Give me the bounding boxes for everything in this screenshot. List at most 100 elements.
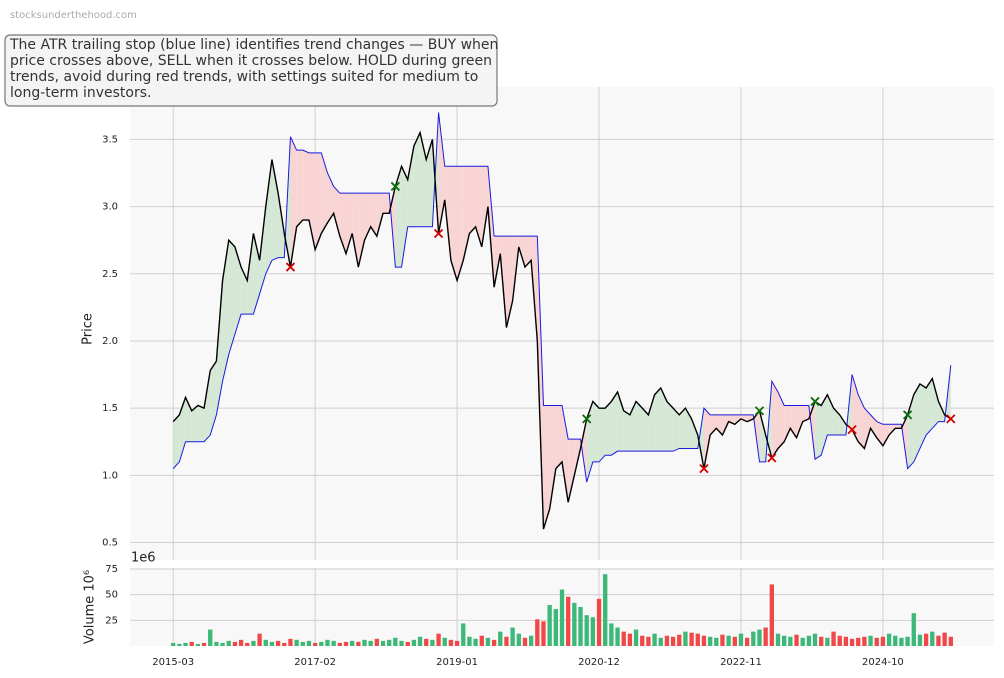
trend-fill (913, 383, 920, 462)
trend-fill (734, 414, 741, 425)
signal-marker (754, 406, 765, 416)
y-tick-label: 75 (105, 564, 118, 575)
trend-fill (592, 401, 600, 462)
volume-bar (238, 639, 244, 646)
volume-bar (473, 638, 478, 646)
volume-bar (627, 633, 633, 646)
volume-bar (658, 637, 663, 646)
trend-fill (919, 383, 927, 449)
trend-fill (234, 246, 242, 335)
trend-fill (654, 388, 661, 452)
volume-bar (553, 609, 558, 646)
trend-fill (747, 414, 754, 422)
trend-fill (722, 414, 729, 436)
volume-bar (195, 643, 201, 646)
volume-bar (362, 639, 367, 646)
volume-bar (183, 642, 188, 646)
y-axis-label: Volume 10⁶ (83, 570, 98, 644)
trend-fill (895, 424, 902, 429)
trend-fill (327, 173, 334, 223)
volume-bar (812, 633, 818, 646)
volume-bar (615, 627, 620, 646)
volume-bar (171, 642, 176, 646)
volume-bar (368, 640, 373, 646)
volume-bar (874, 637, 879, 646)
trend-fill (691, 418, 698, 449)
y-tick-label: 25 (105, 615, 118, 626)
volume-bar (424, 638, 429, 646)
trend-fill (401, 166, 408, 268)
volume-bar (436, 633, 441, 646)
trend-fill (228, 240, 235, 355)
trend-fill (833, 408, 840, 436)
trend-fill (352, 193, 359, 268)
trend-fill (278, 193, 285, 258)
trend-fill (241, 267, 248, 315)
signal-marker (433, 228, 444, 239)
annotation-line: long-term investors. (10, 85, 151, 101)
x-tick-label: 2015-03 (152, 657, 194, 668)
volume-bar (825, 637, 830, 646)
annotation-line: The ATR trailing stop (blue line) identi… (9, 37, 498, 53)
volume-bar (343, 641, 349, 646)
y-tick-label: 2.5 (102, 269, 118, 280)
volume-bar (374, 638, 380, 646)
trend-fill (642, 408, 649, 452)
volume-bar (485, 637, 491, 646)
trend-fill (784, 405, 791, 442)
volume-bar (325, 639, 330, 646)
trend-fill (568, 439, 575, 503)
trend-fill (771, 381, 778, 458)
volume-bar (732, 636, 737, 646)
trend-fill (796, 405, 803, 438)
volume-bar (448, 639, 454, 646)
trend-fill (253, 233, 260, 315)
price-panel (130, 87, 994, 560)
volume-bar (232, 641, 238, 646)
trend-fill (716, 414, 723, 436)
volume-bar (744, 637, 750, 646)
volume-bar (707, 636, 713, 646)
y-tick-label: 1.5 (102, 403, 118, 414)
trend-fill (216, 280, 223, 415)
volume-bar (720, 634, 725, 646)
trend-fill (475, 166, 482, 247)
volume-bar (454, 640, 460, 646)
volume-bar (843, 636, 849, 646)
volume-bar (683, 631, 688, 646)
volume-bar (380, 640, 386, 646)
trend-fill (611, 392, 618, 456)
trend-fill (376, 193, 384, 237)
trend-fill (605, 401, 612, 456)
volume-bar (220, 642, 225, 646)
trend-fill (759, 410, 766, 462)
volume-bar (337, 642, 342, 646)
trend-fill (463, 166, 470, 261)
volume-bar (541, 621, 546, 646)
trend-fill (494, 236, 501, 288)
trend-fill (271, 159, 279, 261)
volume-bar (695, 633, 700, 646)
volume-bar (535, 619, 540, 646)
trend-fill (222, 240, 229, 382)
price-line (172, 130, 952, 530)
volume-bar (893, 635, 898, 646)
volume-bar (763, 627, 768, 646)
annotation-line: price crosses above, SELL when it crosse… (10, 53, 492, 69)
trend-fill (697, 408, 704, 469)
volume-bar (491, 639, 497, 646)
trend-fill (623, 410, 630, 452)
volume-bar (917, 634, 923, 646)
volume-bar (312, 642, 318, 646)
trend-fill (333, 186, 340, 237)
signal-marker (902, 410, 913, 420)
y-axis-label: Price (81, 313, 96, 345)
volume-bar (306, 640, 312, 646)
trend-fill (802, 405, 809, 422)
trend-fill (302, 150, 309, 221)
trend-fill (537, 236, 544, 530)
trend-fill (599, 408, 606, 462)
trend-fill (827, 394, 834, 436)
trend-fill (296, 150, 303, 227)
volume-bar (387, 639, 392, 646)
